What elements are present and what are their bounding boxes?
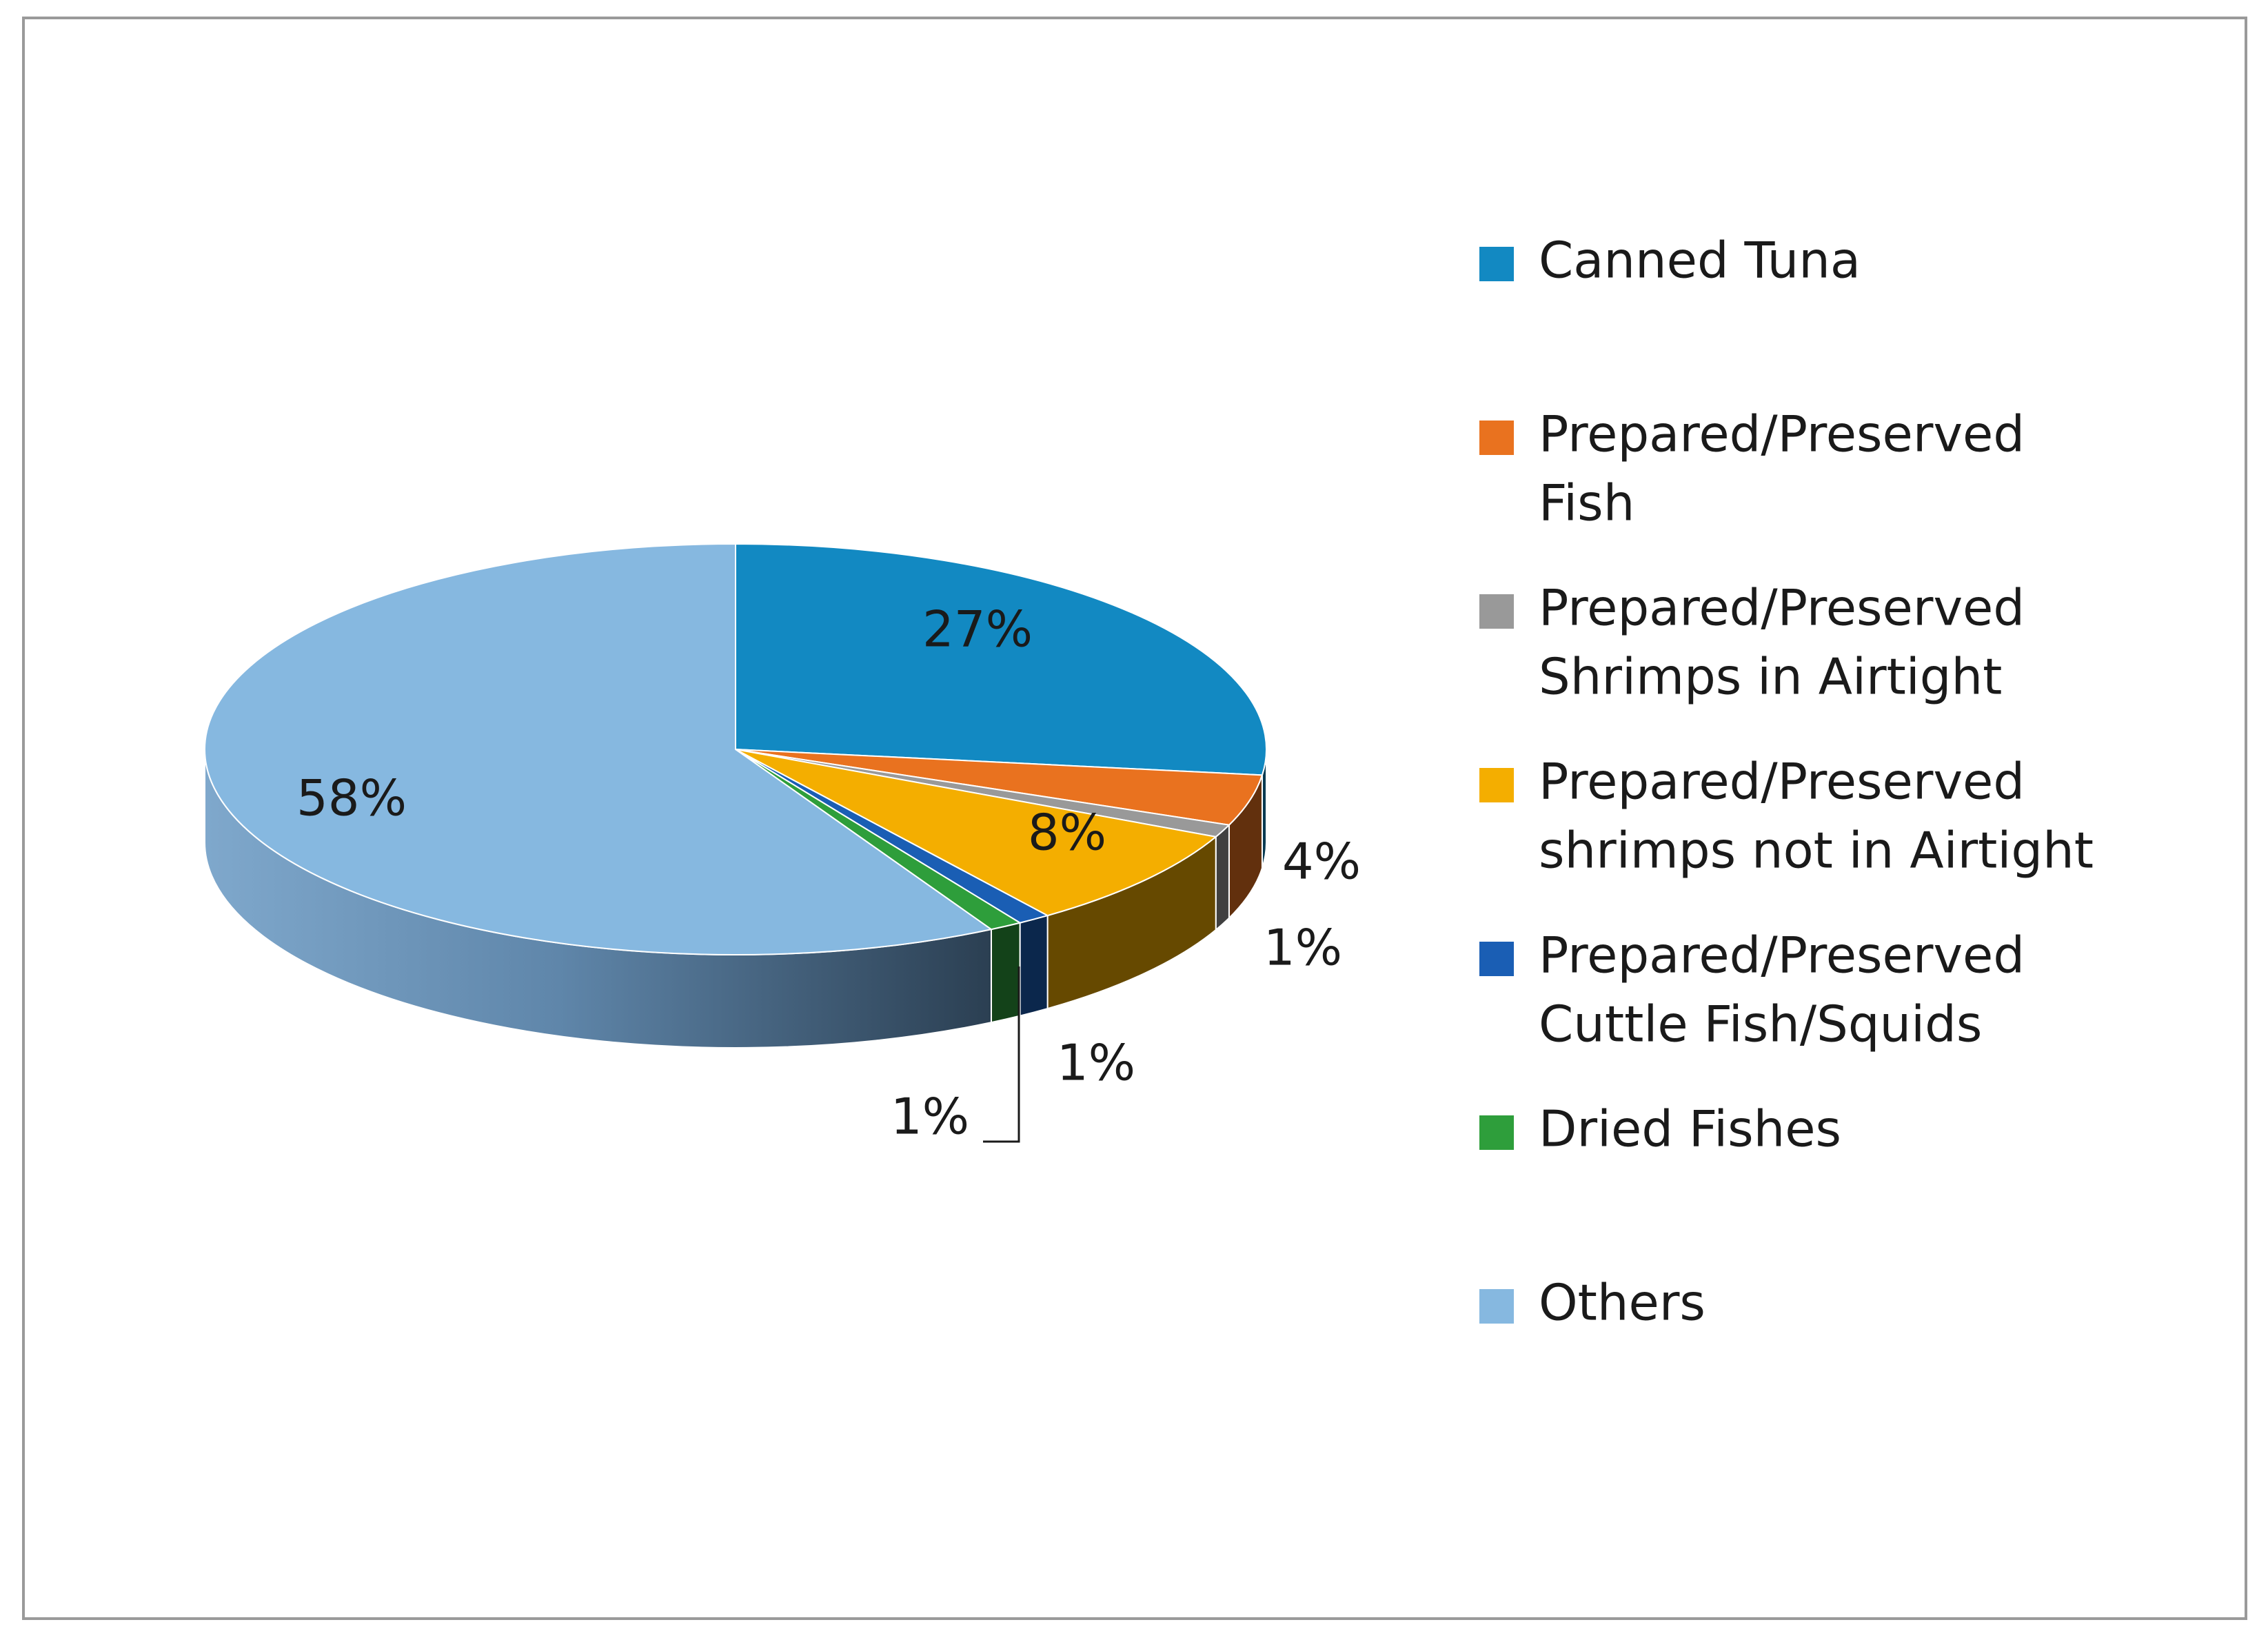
legend-swatch — [1479, 942, 1514, 976]
legend-item-prepared-preserved-shrimps-in-airtight: Prepared/Preserved Shrimps in Airtight — [1479, 579, 2025, 706]
legend-swatch — [1479, 1115, 1514, 1150]
legend-label: Prepared/Preserved — [1539, 405, 2025, 463]
data-label-dried-fishes: 1% — [891, 1088, 969, 1146]
pie-side-prepared-preserved-cuttle-fish-squids — [1019, 914, 1049, 1017]
legend-item-prepared-preserved-cuttle-fish-squids: Prepared/Preserved Cuttle Fish/Squids — [1479, 927, 2025, 1053]
legend-label: Prepared/Preserved — [1539, 927, 2025, 984]
legend-label: Prepared/Preserved — [1539, 753, 2025, 811]
legend-item-prepared-preserved-fish: Prepared/Preserved Fish — [1479, 405, 2025, 532]
pie-slice-others — [204, 543, 993, 955]
legend-label: Canned Tuna — [1539, 232, 1861, 290]
legend: Canned TunaPrepared/PreservedFishPrepare… — [1479, 232, 2094, 1332]
legend-label: Prepared/Preserved — [1539, 579, 2025, 637]
legend-item-dried-fishes: Dried Fishes — [1479, 1100, 1841, 1158]
pie-side-prepared-preserved-shrimps-in-airtight — [1215, 823, 1230, 931]
data-label-prepared-preserved-cuttle-fish-squids: 1% — [1057, 1034, 1135, 1092]
data-label-prepared-preserved-fish: 4% — [1282, 833, 1361, 891]
legend-label: Dried Fishes — [1539, 1100, 1841, 1158]
legend-swatch — [1479, 247, 1514, 281]
legend-label: Shrimps in Airtight — [1539, 648, 2002, 706]
pie-slice-prepared-preserved-fish — [735, 749, 1264, 826]
pie-side-dried-fishes — [990, 922, 1021, 1024]
data-label-prepared-preserved-shrimps-not-in-airtight: 8% — [1028, 804, 1106, 862]
legend-swatch — [1479, 1289, 1514, 1324]
leader-line-dried-fishes — [983, 966, 1020, 1143]
leader-lines — [983, 966, 1020, 1143]
legend-item-canned-tuna: Canned Tuna — [1479, 232, 1861, 290]
legend-item-prepared-preserved-shrimps-not-in-airtight: Prepared/Preserved shrimps not in Airtigh… — [1479, 753, 2094, 880]
legend-swatch — [1479, 594, 1514, 629]
legend-swatch — [1479, 768, 1514, 802]
legend-label: Cuttle Fish/Squids — [1539, 995, 1982, 1053]
legend-label: Others — [1539, 1274, 1705, 1332]
legend-label: shrimps not in Airtight — [1539, 822, 2094, 880]
legend-item-others: Others — [1479, 1274, 1705, 1332]
legend-label: Fish — [1539, 474, 1634, 532]
pie-slice-canned-tuna — [735, 543, 1267, 776]
pie-side-walls — [204, 749, 1267, 1049]
pie-top-faces — [204, 543, 1267, 955]
data-label-canned-tuna: 27% — [922, 600, 1033, 658]
data-label-prepared-preserved-shrimps-in-airtight: 1% — [1264, 919, 1342, 977]
pie-slice-prepared-preserved-shrimps-not-in-airtight — [735, 749, 1218, 917]
data-labels: 27% 4% 1% 8% 1% 1% 58% — [296, 600, 1361, 1146]
legend-swatch — [1479, 421, 1514, 455]
data-label-others: 58% — [296, 769, 407, 827]
